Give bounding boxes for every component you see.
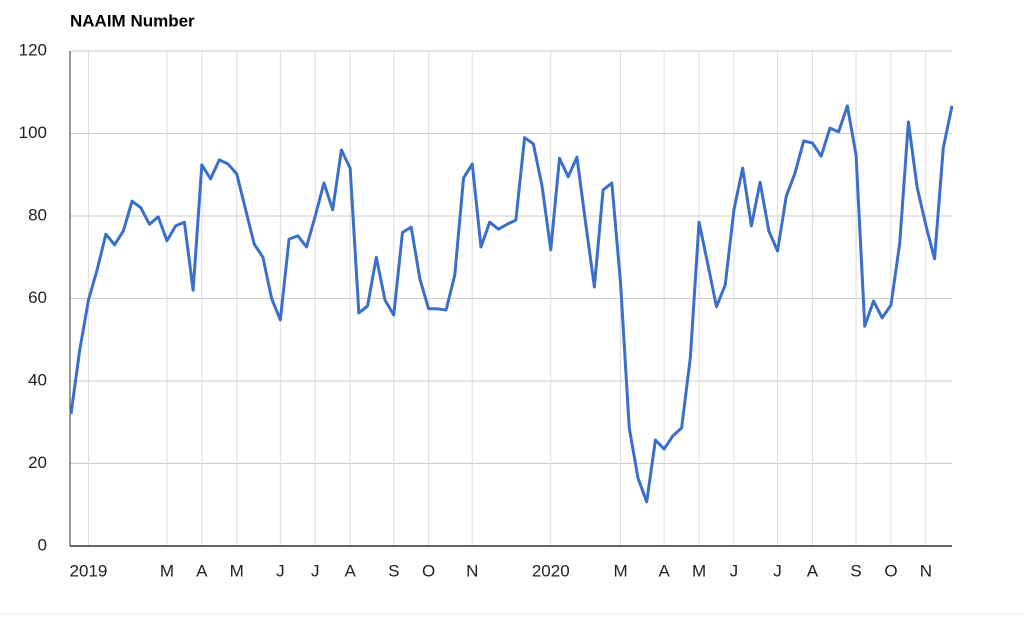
x-tick-label: A — [344, 561, 356, 580]
y-tick-label: 40 — [28, 370, 47, 389]
x-tick-label: N — [920, 561, 932, 580]
x-tick-label: O — [884, 561, 897, 580]
x-tick-label: M — [160, 561, 174, 580]
y-tick-label: 0 — [38, 535, 47, 554]
x-tick-label: 2020 — [532, 561, 570, 580]
x-tick-label: M — [613, 561, 627, 580]
x-tick-label: N — [466, 561, 478, 580]
x-tick-label: S — [850, 561, 861, 580]
y-tick-label: 20 — [28, 453, 47, 472]
x-tick-label: J — [276, 561, 285, 580]
x-tick-label: M — [230, 561, 244, 580]
x-tick-label: J — [773, 561, 782, 580]
x-tick-label: M — [692, 561, 706, 580]
y-tick-label: 120 — [19, 40, 47, 59]
x-tick-label: O — [422, 561, 435, 580]
chart-title: NAAIM Number — [70, 11, 195, 30]
x-tick-label: 2019 — [70, 561, 108, 580]
x-tick-label: J — [311, 561, 320, 580]
y-tick-label: 60 — [28, 288, 47, 307]
y-tick-label: 100 — [19, 123, 47, 142]
x-tick-label: A — [807, 561, 819, 580]
x-tick-label: A — [658, 561, 670, 580]
x-tick-label: J — [730, 561, 739, 580]
y-tick-label: 80 — [28, 205, 47, 224]
x-tick-label: A — [196, 561, 208, 580]
x-tick-label: S — [388, 561, 399, 580]
data-line — [69, 104, 954, 504]
